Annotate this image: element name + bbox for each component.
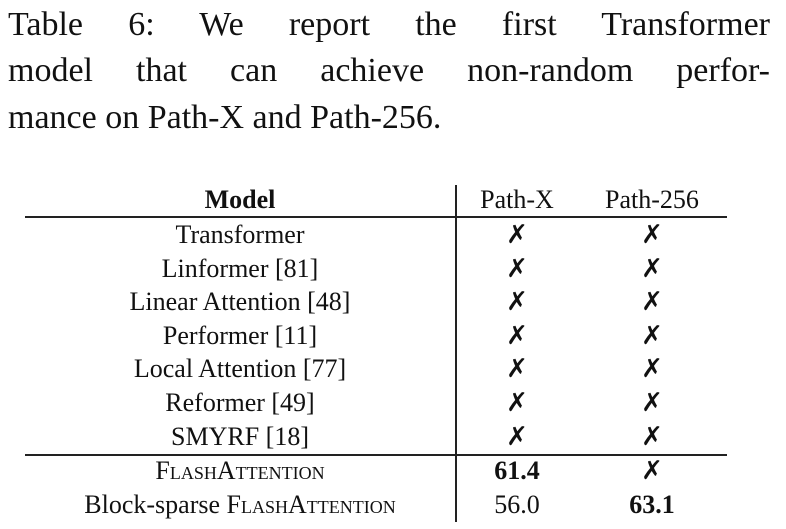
result-cell: ✗: [506, 220, 528, 249]
column-rule: [455, 185, 457, 522]
column-header: Path-256: [605, 185, 699, 214]
model-name: Linformer [81]: [161, 253, 319, 283]
model-name: SMYRF [18]: [171, 421, 309, 451]
model-name: FlashAttention: [155, 456, 325, 485]
result-cell: ✗: [641, 388, 663, 417]
result-cell: ✗: [641, 456, 663, 485]
column-header: Path-X: [480, 185, 554, 214]
caption-line: model that can achieve non-random perfor…: [8, 52, 770, 89]
result-cell: ✗: [641, 354, 663, 384]
section-rule: [25, 454, 727, 456]
model-name: Reformer [49]: [165, 388, 315, 417]
model-name: Local Attention [77]: [133, 354, 347, 384]
result-cell: 63.1: [629, 490, 675, 519]
result-cell: ✗: [641, 421, 663, 451]
model-name: Linear Attention [48]: [129, 287, 351, 317]
result-cell: ✗: [506, 253, 528, 283]
result-cell: ✗: [506, 354, 528, 384]
result-cell: ✗: [641, 220, 663, 249]
model-name: Performer [11]: [162, 320, 318, 350]
result-cell: ✗: [641, 253, 663, 283]
column-header: Model: [204, 185, 276, 214]
caption-line: Table 6: We report the first Transformer: [8, 6, 770, 43]
result-cell: 61.4: [494, 456, 540, 485]
result-cell: ✗: [506, 287, 528, 317]
result-cell: ✗: [506, 320, 528, 350]
result-cell: 56.0: [494, 490, 540, 519]
model-name: Block-sparse FlashAttention: [84, 490, 396, 519]
result-cell: ✗: [506, 388, 528, 417]
model-name: Transformer: [175, 220, 305, 249]
caption-line: mance on Path-X and Path-256.: [8, 99, 442, 136]
result-cell: ✗: [506, 421, 528, 451]
header-rule: [25, 216, 727, 218]
result-cell: ✗: [641, 287, 663, 317]
result-cell: ✗: [641, 320, 663, 350]
